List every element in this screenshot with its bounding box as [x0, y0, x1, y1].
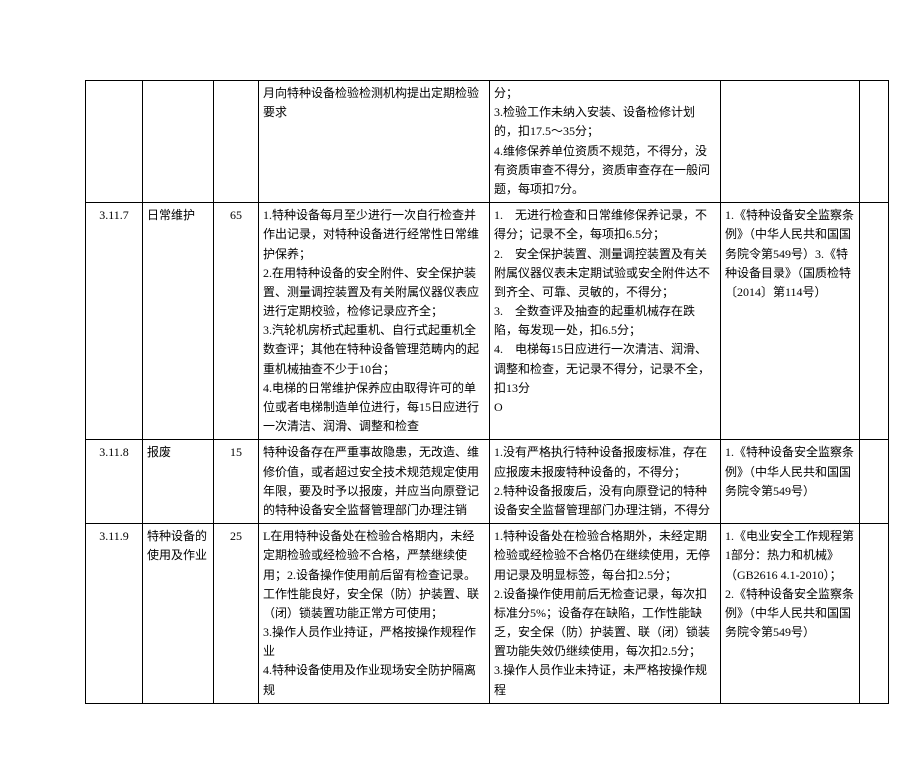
cell-reference: 1.《电业安全工作规程第1部分：热力和机械》（GB2616 4.1-2010）；… — [721, 524, 860, 704]
table-row: 3.11.8报废15特种设备存在严重事故隐患，无改造、维修价值，或者超过安全技术… — [86, 440, 889, 524]
cell-extra — [860, 203, 889, 440]
cell-number: 3.11.7 — [86, 203, 143, 440]
cell-deduction: 1.特种设备处在检验合格期外，未经定期检验或经检验不合格仍在继续使用，无停用记录… — [490, 524, 721, 704]
cell-score: 25 — [214, 524, 259, 704]
cell-reference — [721, 81, 860, 203]
cell-number: 3.11.8 — [86, 440, 143, 524]
cell-requirement: 1.特种设备每月至少进行一次自行检查并作出记录，对特种设备进行经常性日常维护保养… — [259, 203, 490, 440]
cell-number — [86, 81, 143, 203]
cell-score: 65 — [214, 203, 259, 440]
cell-extra — [860, 81, 889, 203]
regulation-table: 月向特种设备检验检测机构提出定期检验要求分；3.检验工作未纳入安装、设备检修计划… — [85, 80, 889, 704]
cell-score: 15 — [214, 440, 259, 524]
cell-number: 3.11.9 — [86, 524, 143, 704]
table-row: 月向特种设备检验检测机构提出定期检验要求分；3.检验工作未纳入安装、设备检修计划… — [86, 81, 889, 203]
cell-requirement: L在用特种设备处在检验合格期内，未经定期检验或经检验不合格，严禁继续使用；2.设… — [259, 524, 490, 704]
cell-requirement: 月向特种设备检验检测机构提出定期检验要求 — [259, 81, 490, 203]
table-row: 3.11.7日常维护651.特种设备每月至少进行一次自行检查并作出记录，对特种设… — [86, 203, 889, 440]
cell-name — [143, 81, 214, 203]
cell-name: 日常维护 — [143, 203, 214, 440]
cell-deduction: 1. 无进行检查和日常维修保养记录，不得分；记录不全，每项扣6.5分；2. 安全… — [490, 203, 721, 440]
cell-name: 报废 — [143, 440, 214, 524]
cell-score — [214, 81, 259, 203]
cell-extra — [860, 440, 889, 524]
cell-reference: 1.《特种设备安全监察条例》（中华人民共和国国务院令第549号）3.《特种设备目… — [721, 203, 860, 440]
cell-deduction: 1.没有严格执行特种设备报废标准，存在应报废未报废特种设备的，不得分；2.特种设… — [490, 440, 721, 524]
cell-name: 特种设备的使用及作业 — [143, 524, 214, 704]
table-row: 3.11.9特种设备的使用及作业25L在用特种设备处在检验合格期内，未经定期检验… — [86, 524, 889, 704]
cell-extra — [860, 524, 889, 704]
cell-requirement: 特种设备存在严重事故隐患，无改造、维修价值，或者超过安全技术规范规定使用年限，要… — [259, 440, 490, 524]
cell-deduction: 分；3.检验工作未纳入安装、设备检修计划的，扣17.5～35分；4.维修保养单位… — [490, 81, 721, 203]
cell-reference: 1.《特种设备安全监察条例》（中华人民共和国国务院令第549号） — [721, 440, 860, 524]
